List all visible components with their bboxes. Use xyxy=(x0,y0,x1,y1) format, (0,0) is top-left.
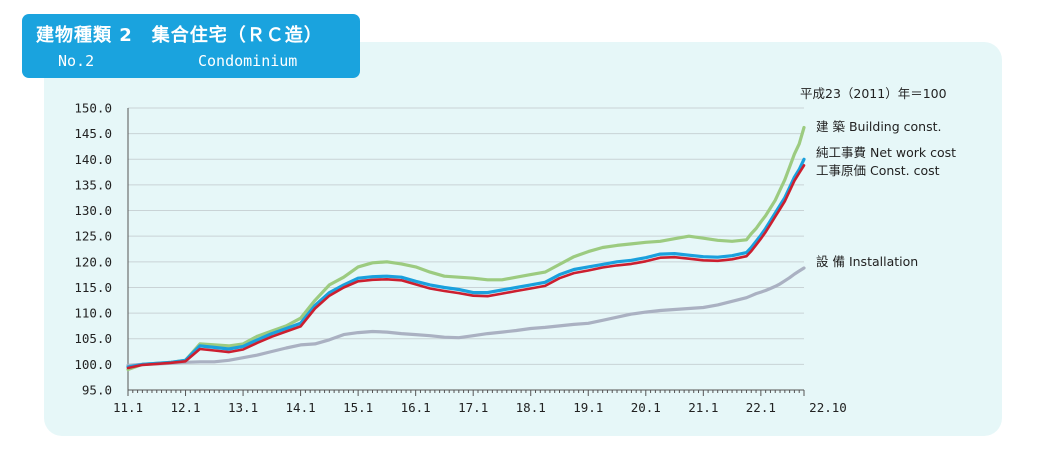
series-line xyxy=(126,266,806,367)
series-label: 純工事費 Net work cost xyxy=(816,145,956,160)
x-tick-label: 19.1 xyxy=(573,400,603,415)
series-labels: 建 築 Building const. 純工事費 Net work cost 工事原… xyxy=(816,119,956,269)
x-tick-label: 13.1 xyxy=(228,400,258,415)
x-tick-label: 22.1 xyxy=(746,400,776,415)
series-line xyxy=(126,157,806,369)
y-tick-label: 125.0 xyxy=(74,229,112,244)
x-tick-label: 22.10 xyxy=(809,400,847,415)
y-tick-label: 110.0 xyxy=(74,306,112,321)
x-tick-label: 16.1 xyxy=(401,400,431,415)
x-axis-ticks: 11.1 12.1 13.1 14.1 15.1 16.1 17.1 18.1 19.1 20.1… xyxy=(113,400,847,415)
x-tick-label: 17.1 xyxy=(458,400,488,415)
x-tick-label: 15.1 xyxy=(343,400,373,415)
x-tick-label: 11.1 xyxy=(113,400,143,415)
base-year-note: 平成23（2011）年＝100 xyxy=(800,86,947,101)
title-banner: 建物種類 2 集合住宅（ＲＣ造） No.2 Condominium xyxy=(22,14,360,78)
y-axis-ticks: 150.0 145.0 140.0 135.0 130.0 125.0 120.0 115.0… xyxy=(74,101,112,398)
x-tick-label: 14.1 xyxy=(286,400,316,415)
y-tick-label: 100.0 xyxy=(74,357,112,372)
x-tick-label: 20.1 xyxy=(631,400,661,415)
chart-title-en: Condominium xyxy=(198,52,298,70)
y-tick-label: 150.0 xyxy=(74,101,112,116)
chart-title-jp: 建物種類 2 集合住宅（ＲＣ造） xyxy=(36,25,323,46)
series-label: 建 築 Building const. xyxy=(816,119,941,134)
chart-number: No.2 xyxy=(58,52,95,70)
series-label: 工事原価 Const. cost xyxy=(816,163,940,178)
series-label: 設 備 Installation xyxy=(816,254,918,269)
y-tick-label: 95.0 xyxy=(82,383,112,398)
y-tick-label: 120.0 xyxy=(74,254,112,269)
series-lines xyxy=(126,125,806,372)
y-tick-label: 145.0 xyxy=(74,126,112,141)
y-tick-label: 115.0 xyxy=(74,280,112,295)
x-tick-label: 12.1 xyxy=(170,400,200,415)
y-tick-label: 105.0 xyxy=(74,331,112,346)
y-tick-label: 140.0 xyxy=(74,152,112,167)
series-line xyxy=(126,125,806,372)
x-tick-label: 18.1 xyxy=(516,400,546,415)
series-line xyxy=(126,164,806,370)
y-tick-label: 130.0 xyxy=(74,203,112,218)
x-tick-label: 21.1 xyxy=(688,400,718,415)
y-tick-label: 135.0 xyxy=(74,177,112,192)
chart-grid xyxy=(127,107,805,396)
